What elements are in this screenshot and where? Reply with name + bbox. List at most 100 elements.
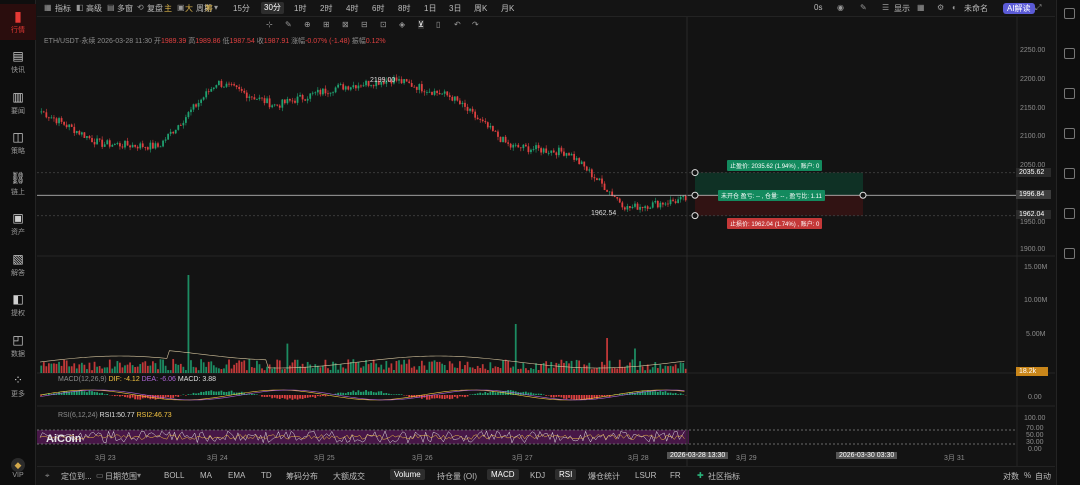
sidebar-item-提权[interactable]: ◧ 提权 [0,288,36,324]
macd-bar [152,395,154,399]
tool-community-indicators[interactable]: 社区指标 [708,472,740,481]
sidebar-item-策略[interactable]: ◫ 策略 [0,126,36,162]
vip-button[interactable]: ◆ VIP [0,458,36,484]
undo-icon[interactable]: ↶ [454,20,461,29]
magnet-icon[interactable]: ⊟ [361,20,368,29]
date-range-button[interactable]: 日期范围 [105,472,137,481]
sidebar-item-链上[interactable]: ⛓ 链上 [0,166,36,202]
multi-window-icon[interactable]: ▤ [107,3,115,12]
tab-period-week[interactable]: 周K [474,4,488,13]
main-color-button[interactable]: 主 [164,4,172,13]
orders-icon[interactable] [1064,48,1075,59]
tab-period-2h[interactable]: 2时 [320,4,333,13]
tool-liquidation-stats[interactable]: 爆仓统计 [588,472,620,481]
tool-kdj[interactable]: KDJ [530,471,546,480]
text-icon[interactable]: ⊠ [342,20,349,29]
lock-icon[interactable]: ⊡ [380,20,387,29]
depth-icon[interactable] [1064,88,1075,99]
tool-lsur[interactable]: LSUR [635,471,657,480]
edit-icon[interactable]: ✎ [860,3,867,12]
tool-funding-rate[interactable]: FR [670,471,681,480]
replay-button[interactable]: 复盘 [147,4,163,13]
alerts-icon[interactable] [1064,168,1075,179]
tab-period-8h[interactable]: 8时 [398,4,411,13]
chevron-down-icon[interactable]: ▾ [214,3,219,12]
indicator-button[interactable]: 指标 [55,4,71,13]
layout-grid-icon[interactable]: ▦ [917,3,925,12]
tool-macd[interactable]: MACD [487,469,519,480]
advanced-icon[interactable]: ◧ [76,3,84,12]
sidebar-item-行情[interactable]: ▮ 行情 [0,4,36,40]
price-chart[interactable] [37,17,1055,466]
tab-period-15m[interactable]: 15分 [233,4,250,13]
tab-period-1d[interactable]: 1日 [424,4,437,13]
redo-icon[interactable]: ↷ [472,20,479,29]
advanced-button[interactable]: 高级 [86,4,102,13]
indicator-icon[interactable]: ▦ [44,3,52,12]
replay-icon[interactable]: ⟲ [137,3,144,12]
volume-bar [616,368,619,373]
sidebar-item-快讯[interactable]: ▤ 快讯 [0,45,36,81]
volume-bar [672,366,674,373]
sidebar-item-解答[interactable]: ▧ 解答 [0,247,36,283]
locate-icon[interactable]: ⌖ [45,471,50,480]
settings-icon[interactable] [1064,248,1075,259]
locate-button[interactable]: 定位到... [61,472,92,481]
tool-td[interactable]: TD [261,471,272,480]
candle-body [164,139,167,141]
tool-ma[interactable]: MA [200,471,212,480]
fullscreen-icon[interactable]: ⤢ [1035,3,1042,12]
camera-icon[interactable]: ◉ [837,3,844,12]
pen-icon[interactable]: ✎ [285,20,292,29]
chip-color-button[interactable]: 筹 [205,4,213,13]
crosshair-icon[interactable]: ⊹ [266,20,273,29]
period-label[interactable]: 周期 [196,4,212,13]
stop-loss-label[interactable]: 止损价: 1962.04 (1.74%) , 账户: 0 [727,218,823,229]
sidebar-item-资产[interactable]: ▣ 资产 [0,207,36,243]
tool-open-interest[interactable]: 持仓量 (OI) [437,472,477,481]
auto-scale-toggle[interactable]: 自动 [1035,472,1051,481]
tool-ema[interactable]: EMA [228,471,246,480]
trades-icon[interactable] [1064,128,1075,139]
large-color-button[interactable]: 大 [185,4,193,13]
display-icon[interactable]: ☰ [882,3,890,12]
tool-boll[interactable]: BOLL [164,471,185,480]
zoom-icon[interactable]: ⊕ [304,20,311,29]
tab-period-6h[interactable]: 6时 [372,4,385,13]
tool-volume[interactable]: Volume [390,469,425,480]
layout-icon[interactable] [1064,8,1075,19]
position-center-label[interactable]: 未开仓 盈亏: -- , 仓量: -- , 盈亏比: 1.11 [718,190,825,201]
percent-scale-toggle[interactable]: % [1024,471,1032,480]
candle-body [223,86,225,88]
tab-period-4h[interactable]: 4时 [346,4,359,13]
tab-period-30m[interactable]: 30分 [261,2,284,14]
tab-period-1h[interactable]: 1时 [294,4,307,13]
settings-gear-icon[interactable]: ⚙ [937,3,945,12]
tool-chip-distribution[interactable]: 筹码分布 [286,472,318,481]
multi-window-button[interactable]: 多窗 [117,4,133,13]
eye-icon[interactable]: ◈ [399,20,406,29]
sidebar-item-更多[interactable]: ⁘ 更多 [0,369,36,405]
notes-icon[interactable] [1064,208,1075,219]
user-icon[interactable]: ◐ [952,3,957,12]
sidebar-item-数据[interactable]: ◰ 数据 [0,328,36,364]
log-scale-toggle[interactable]: 对数 [1003,472,1019,481]
chevron-down-icon[interactable]: ▾ [137,471,142,480]
tab-period-3d[interactable]: 3日 [449,4,462,13]
candle-body [190,109,192,113]
sidebar-item-要闻[interactable]: ▥ 要闻 [0,85,36,121]
filter-icon[interactable]: ⊻ [418,20,424,29]
calendar-icon[interactable]: ▭ [96,471,104,480]
display-button[interactable]: 显示 [894,4,910,13]
community-icon[interactable]: ✚ [697,471,704,480]
trash-icon[interactable]: ▯ [436,20,441,29]
account-selector[interactable]: 未命名 [964,4,988,13]
take-profit-label[interactable]: 止盈价: 2035.62 (1.94%) , 账户: 0 [727,160,823,171]
tool-rsi[interactable]: RSI [555,469,577,480]
template-icon[interactable]: ▣ [177,3,185,12]
volume-bar [106,367,109,373]
tab-period-month[interactable]: 月K [501,4,515,13]
ai-analysis-button[interactable]: AI解读 [1003,3,1035,14]
tool-large-trades[interactable]: 大额成交 [333,472,365,481]
ruler-icon[interactable]: ⊞ [323,20,330,29]
